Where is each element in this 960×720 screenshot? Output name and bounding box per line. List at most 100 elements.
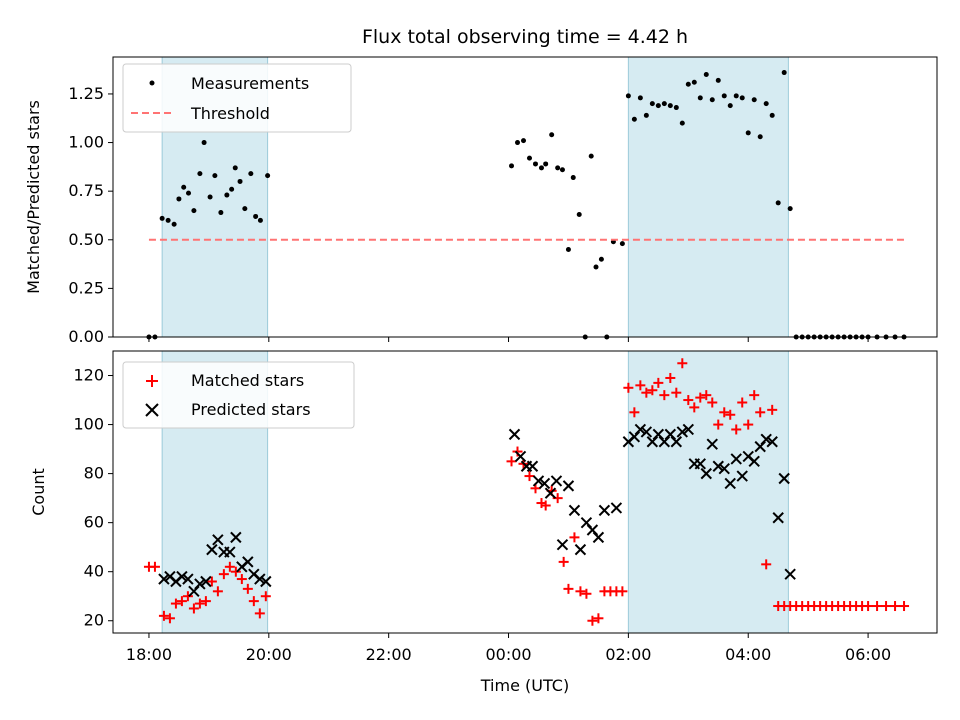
legend-label-threshold: Threshold — [190, 104, 270, 123]
p2-s1-point-20 — [260, 591, 271, 602]
p2-s2-point-1 — [158, 573, 170, 585]
top-ytick-label-6: 1.25 — [68, 84, 104, 103]
p2-s2-point-12 — [224, 546, 236, 558]
p2-s1-point-2 — [149, 561, 160, 572]
p2-s1-point-11 — [206, 576, 217, 587]
p1-s1-point-58 — [709, 97, 715, 103]
p2-s1-point-48 — [665, 372, 676, 383]
top-ytick-label-1: 0.00 — [68, 327, 104, 346]
p2-s1-point-40 — [617, 586, 628, 597]
p2-s2-point-50 — [706, 438, 718, 450]
p1-s1-point-31 — [549, 132, 555, 138]
top-panel: 0.00 0.25 0.50 0.75 1.00 1.25 Flux total obse… — [24, 26, 938, 346]
p2-s1-point-9 — [194, 598, 205, 609]
p1-s1-point-35 — [570, 175, 576, 181]
p1-s1-point-16 — [229, 186, 235, 192]
top-series-layer — [146, 70, 907, 340]
p2-s2-point-20 — [514, 450, 527, 463]
p2-s2-point-39 — [640, 426, 653, 438]
p2-s1-point-47 — [659, 390, 670, 401]
p1-s1-point-18 — [237, 178, 243, 184]
bot-ytick-label-2: 40 — [84, 562, 104, 581]
p2-s1-point-55 — [707, 397, 718, 408]
p1-s1-point-28 — [532, 161, 538, 167]
p2-s1-point-6 — [176, 596, 187, 607]
p2-s2-point-22 — [526, 460, 539, 472]
p2-s1-point-35 — [587, 615, 598, 626]
p1-s1-point-5 — [171, 221, 177, 227]
p2-s1-point-4 — [164, 613, 175, 624]
p2-s2-point-61 — [772, 512, 784, 524]
p2-s2-point-46 — [682, 423, 695, 436]
p2-s2-point-5 — [182, 573, 194, 585]
shaded-interval-2-2 — [627, 350, 789, 634]
p2-s1-point-43 — [635, 380, 646, 391]
p2-s2-point-9 — [206, 543, 218, 556]
p2-s2-point-62 — [778, 472, 790, 485]
p1-s1-point-40 — [598, 256, 604, 262]
bot-ytick-label-5: 100 — [73, 415, 104, 434]
p2-s1-point-16 — [236, 574, 247, 585]
p2-s1-point-27 — [540, 500, 551, 511]
p2-s1-point-64 — [761, 559, 772, 570]
p2-s2-point-25 — [544, 487, 557, 499]
p2-s2-point-17 — [254, 573, 266, 585]
xtick-label-7: 06:00 — [845, 645, 891, 664]
p2-s1-point-14 — [224, 561, 235, 572]
bot-ytick-label-3: 60 — [84, 513, 104, 532]
p1-s1-point-23 — [265, 173, 271, 179]
p2-s1-point-24 — [524, 471, 535, 482]
bottom-y-axis-label: Count — [29, 468, 48, 516]
p1-s1-point-12 — [207, 194, 213, 200]
p1-s1-point-20 — [248, 171, 254, 177]
p1-s1-point-60 — [721, 93, 727, 99]
p1-s1-point-17 — [232, 165, 238, 171]
p2-s1-point-36 — [593, 613, 604, 624]
p1-s1-point-32 — [555, 165, 561, 171]
bottom-x-axis-label: Time (UTC) — [480, 676, 569, 695]
p2-s1-point-53 — [695, 392, 706, 403]
bottom-plot-frame — [112, 350, 938, 634]
p1-s1-point-46 — [637, 95, 643, 101]
p2-s1-point-83 — [881, 601, 892, 612]
legend-marker-predicted-stars — [145, 403, 159, 417]
p2-s2-point-59 — [760, 433, 772, 445]
p2-s1-point-15 — [230, 566, 241, 577]
bottom-series-layer — [143, 358, 910, 626]
p1-s1-point-22 — [257, 217, 263, 223]
p1-s1-point-38 — [588, 153, 594, 159]
p2-s1-point-5 — [170, 598, 181, 609]
top-ytick-label-3: 0.50 — [68, 230, 104, 249]
xtick-label-2: 20:00 — [246, 645, 292, 664]
p1-s1-point-64 — [745, 130, 751, 136]
top-ytick-label-2: 0.25 — [68, 278, 104, 297]
p1-s1-point-67 — [763, 101, 769, 107]
p1-s1-point-54 — [685, 81, 691, 87]
p2-s2-point-30 — [574, 543, 587, 556]
p1-s1-point-59 — [715, 77, 721, 83]
p2-s2-point-33 — [592, 531, 605, 544]
p2-s2-point-53 — [724, 477, 736, 490]
p2-s2-point-15 — [242, 556, 254, 568]
p1-s1-point-8 — [186, 190, 192, 196]
p2-s1-point-33 — [575, 586, 586, 597]
p1-s1-point-24 — [509, 163, 515, 169]
p2-s1-point-84 — [890, 601, 901, 612]
bottom-legend-box — [122, 361, 355, 429]
p2-s1-point-41 — [623, 382, 634, 393]
xtick-label-1: 18:00 — [126, 645, 172, 664]
p1-s1-point-65 — [751, 97, 757, 103]
p2-s1-point-34 — [581, 588, 592, 599]
legend-marker-matched-stars — [146, 375, 158, 387]
p2-s2-point-7 — [194, 578, 206, 590]
p2-s2-point-44 — [670, 436, 683, 448]
xtick-label-6: 04:00 — [725, 645, 771, 664]
p1-s1-point-56 — [697, 95, 703, 101]
top-legend-box — [122, 63, 352, 133]
top-chart-title: Flux total observing time = 4.42 h — [362, 26, 688, 48]
p2-s2-point-55 — [736, 470, 748, 482]
bottom-x-axis-ticks: 18:00 20:00 22:00 00:00 02:00 04:00 06:00 — [126, 633, 891, 664]
p1-s1-point-63 — [739, 95, 745, 101]
p1-s1-point-33 — [559, 167, 565, 173]
p2-s1-point-13 — [218, 569, 229, 580]
